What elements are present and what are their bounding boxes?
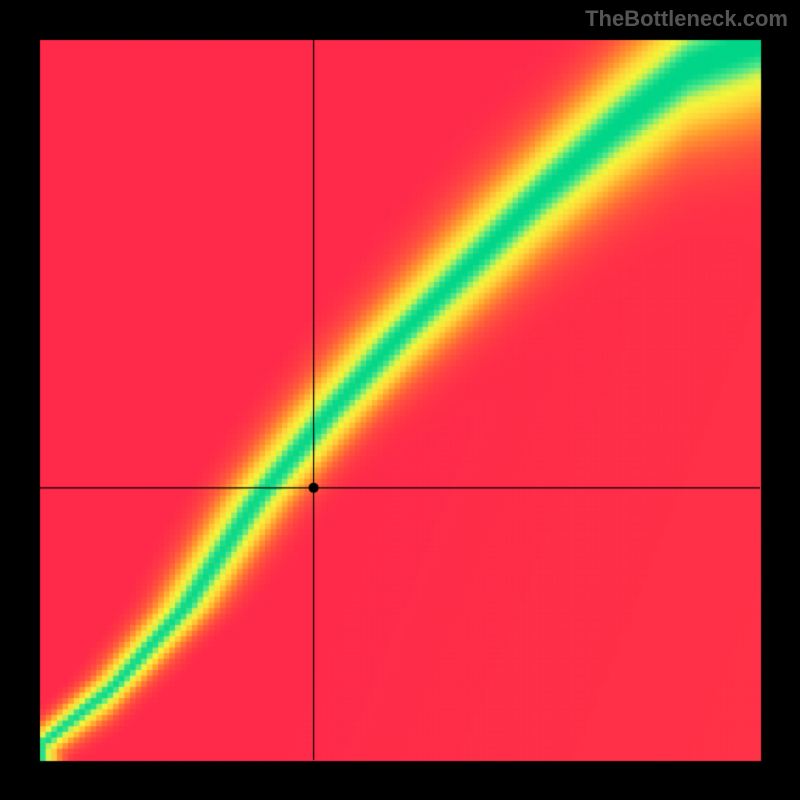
chart-container: TheBottleneck.com (0, 0, 800, 800)
watermark-text: TheBottleneck.com (585, 6, 788, 32)
heatmap-canvas (0, 0, 800, 800)
